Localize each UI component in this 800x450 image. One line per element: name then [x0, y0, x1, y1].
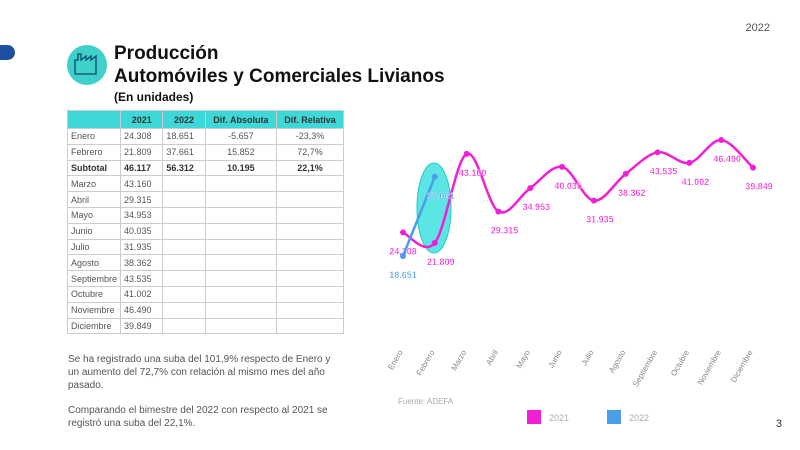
- table-row: Julio 31.935: [66, 238, 344, 256]
- header-cell: Dif. Absoluta: [204, 110, 278, 129]
- line: [401, 176, 436, 257]
- page-number: 3: [775, 418, 782, 430]
- data-label: 40.035: [554, 181, 582, 191]
- paragraph: Comparando el bimestre del 2022 con resp…: [68, 405, 328, 429]
- data-label: 31.935: [586, 215, 614, 225]
- legend-label: 2021: [549, 413, 569, 423]
- marker: [495, 208, 502, 215]
- table: 2021 2022 Dif. Absoluta Dif. Relativa Enero 2…: [66, 110, 344, 335]
- source: Fuente: ADEFA: [398, 397, 454, 406]
- x-tick-label: Agosto: [607, 348, 628, 375]
- x-tick-label: Septiembre: [631, 348, 660, 388]
- header-cell: Dif. Relativa: [276, 110, 344, 129]
- table-cell: [162, 317, 206, 335]
- highlight: [416, 162, 452, 254]
- data-label: 38.362: [618, 188, 646, 198]
- legend-swatch: [607, 410, 621, 424]
- table-cell: Diciembre: [66, 317, 122, 335]
- marker: [750, 164, 756, 171]
- tab: [0, 45, 15, 60]
- table-cell: 39.849: [120, 317, 164, 335]
- table-cell: [276, 317, 344, 335]
- header-row: 2021 2022 Dif. Absoluta Dif. Relativa: [66, 110, 344, 129]
- data-label: 43.160: [459, 168, 487, 178]
- data-label: 18.651: [389, 270, 417, 280]
- marker: [590, 197, 597, 204]
- table-row: Abril 29.315: [66, 191, 344, 208]
- marker: [686, 159, 693, 166]
- x-tick-label: Enero: [386, 348, 405, 371]
- x-tick-label: Febrero: [415, 348, 437, 377]
- year: 2022: [745, 22, 770, 34]
- data-label: 24.308: [389, 246, 417, 256]
- data-label: 41.002: [682, 177, 710, 187]
- data-label: 21.809: [427, 257, 455, 267]
- data-label: 29.315: [491, 226, 519, 236]
- icon: [67, 45, 107, 85]
- x-tick-label: Noviembre: [696, 348, 723, 386]
- data-label: 46.490: [713, 154, 741, 164]
- table-cell: [204, 317, 278, 335]
- x-tick-label: Abril: [484, 348, 500, 367]
- table-row: Marzo 43.160: [66, 175, 344, 193]
- marker: [400, 253, 406, 259]
- legend-label: 2022: [629, 413, 649, 423]
- x-tick-label: Julio: [580, 348, 596, 367]
- marker: [431, 173, 438, 180]
- paragraph: Se ha registrado una suba del 101,9% res…: [68, 354, 331, 391]
- x-tick-label: Diciembre: [729, 348, 755, 384]
- marker: [527, 185, 534, 192]
- title: Producción Automóviles y Comerciales Livi…: [114, 42, 445, 88]
- marker: [559, 163, 566, 170]
- x-tick-label: Octubre: [669, 348, 691, 378]
- x-tick-label: Marzo: [449, 348, 468, 372]
- x-tick-label: Junio: [546, 348, 564, 370]
- x-tick-label: Mayo: [514, 348, 532, 370]
- data-label: 39.849: [745, 182, 773, 192]
- subtitle: (En unidades): [114, 90, 194, 104]
- title-line: Automóviles y Comerciales Livianos: [114, 66, 445, 87]
- data-label: 34.953: [523, 202, 551, 212]
- marker: [463, 150, 470, 157]
- header-cell: 2022: [162, 110, 206, 129]
- table-row: Octubre 41.002: [66, 285, 344, 303]
- line: [402, 138, 754, 249]
- text-block: Se ha registrado una suba del 101,9% res…: [68, 353, 338, 442]
- data-label: 43.535: [650, 166, 678, 176]
- marker: [718, 137, 725, 143]
- data-label: 37.661: [427, 191, 455, 201]
- marker: [400, 229, 406, 236]
- marker: [431, 239, 438, 246]
- table-row: Diciembre 39.849: [66, 317, 344, 335]
- legend-swatch: [527, 410, 541, 424]
- table-row: Noviembre 46.490: [66, 301, 344, 319]
- marker: [654, 149, 661, 156]
- marker: [622, 170, 629, 177]
- title-line: Producción: [114, 43, 219, 64]
- table-row: Mayo 34.953: [66, 206, 344, 224]
